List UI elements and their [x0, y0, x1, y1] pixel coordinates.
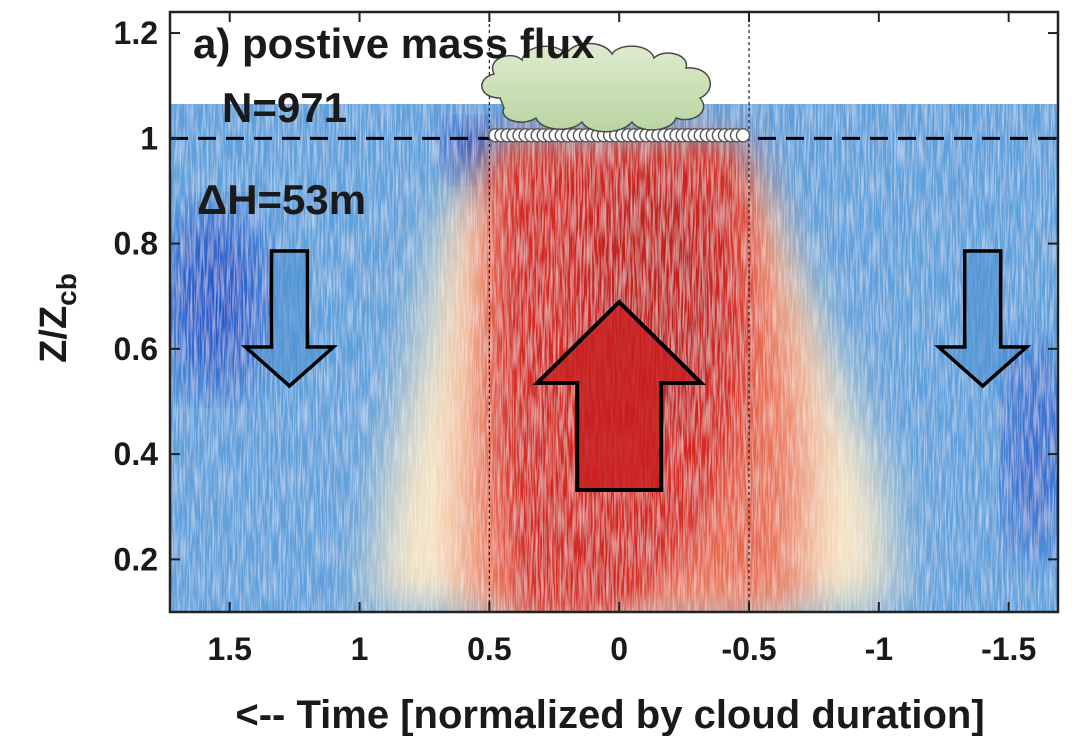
y-axis-label-main: Z/Z	[33, 306, 75, 363]
downdraft-core-left	[170, 210, 265, 390]
cloud-icon	[481, 42, 711, 133]
x-tick-label: 1.5	[207, 631, 251, 667]
chart-title: a) postive mass flux	[193, 20, 595, 67]
cloud-base-marker	[735, 128, 751, 143]
x-tick-label: -1.5	[981, 631, 1036, 667]
downdraft-arrow	[934, 249, 1032, 389]
y-tick-label: 0.2	[114, 541, 158, 577]
y-tick-label: 1.2	[114, 15, 158, 51]
cloud-edge-lines	[488, 12, 750, 612]
y-axis-label: Z/Zcb	[33, 273, 82, 363]
x-tick-label: -1	[865, 631, 893, 667]
x-axis-label: <-- Time [normalized by cloud duration]	[235, 693, 984, 736]
y-tick-label: 0.6	[114, 331, 158, 367]
updraft-arrow	[532, 299, 707, 492]
axes-frame	[168, 10, 1060, 614]
svg-text:Z/Zcb: Z/Zcb	[33, 273, 82, 363]
y-tick-label: 0.8	[114, 226, 158, 262]
sample-count-label: N=971	[222, 84, 347, 131]
x-tick-label: 0.5	[467, 631, 511, 667]
flow-arrows	[240, 249, 1032, 492]
axis-ticks: 1.5 1 0.5 0 -0.5 -1 -1.5 0.2 0.4 0.6 0.8 1 1.2	[114, 12, 1058, 667]
x-tick-label: 1	[351, 631, 369, 667]
y-axis-label-sub: cb	[51, 273, 82, 306]
x-tick-label: -0.5	[721, 631, 776, 667]
x-tick-label: 0	[610, 631, 628, 667]
y-tick-label: 0.4	[114, 436, 159, 472]
y-tick-label: 1	[140, 120, 158, 156]
height-label: ΔH=53m	[197, 176, 366, 223]
downdraft-arrow	[240, 249, 339, 389]
downdraft-core-right	[1005, 340, 1058, 560]
